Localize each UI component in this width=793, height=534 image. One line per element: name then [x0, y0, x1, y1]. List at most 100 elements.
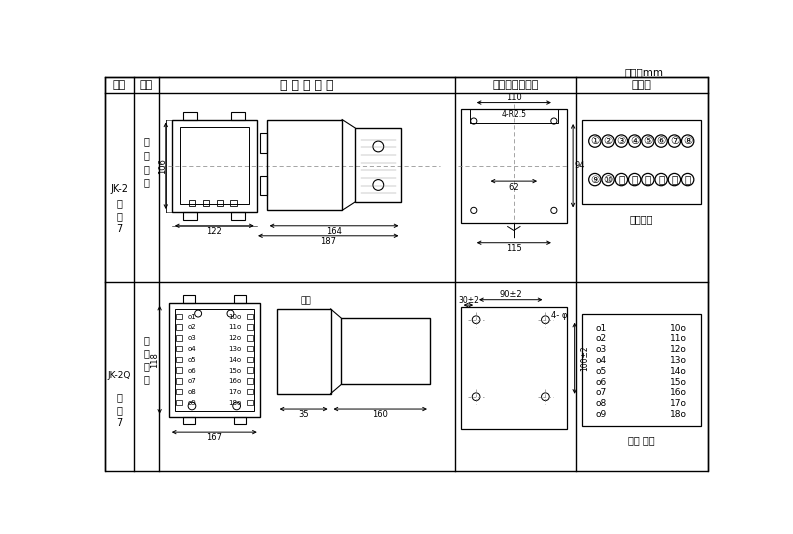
Bar	[176, 400, 182, 405]
Text: o2: o2	[596, 334, 607, 343]
Text: ⑨: ⑨	[590, 175, 600, 185]
Bar	[232, 212, 245, 219]
Text: ⑯: ⑯	[684, 175, 691, 185]
Text: o9: o9	[596, 410, 607, 419]
Text: 图: 图	[117, 211, 123, 221]
Text: 4-R2.5: 4-R2.5	[501, 111, 527, 120]
Text: 图号: 图号	[113, 80, 126, 90]
Text: ⑥: ⑥	[657, 136, 666, 146]
Bar	[266, 120, 342, 210]
Text: o8: o8	[596, 399, 607, 408]
Text: ③: ③	[617, 136, 626, 146]
Text: ⑪: ⑪	[619, 175, 625, 185]
Text: （正 视）: （正 视）	[628, 435, 654, 445]
Text: 12o: 12o	[670, 345, 687, 354]
Bar	[172, 120, 257, 212]
Text: 118: 118	[151, 352, 159, 368]
Text: 接: 接	[144, 164, 149, 174]
Bar	[216, 200, 223, 206]
Text: 15o: 15o	[228, 367, 241, 374]
Text: 17o: 17o	[228, 389, 241, 395]
Bar	[260, 134, 266, 153]
Bar	[176, 367, 182, 373]
Bar	[247, 313, 253, 319]
Text: 115: 115	[506, 244, 522, 253]
Text: 110: 110	[506, 93, 522, 101]
Text: 11o: 11o	[670, 334, 687, 343]
Text: ②: ②	[603, 136, 613, 146]
Bar	[247, 324, 253, 329]
Text: 结构: 结构	[140, 80, 153, 90]
Text: 10o: 10o	[670, 324, 687, 333]
Text: ⑫: ⑫	[631, 175, 638, 185]
Bar	[176, 313, 182, 319]
Bar	[176, 324, 182, 329]
Text: ⑤: ⑤	[643, 136, 653, 146]
Bar	[247, 357, 253, 362]
Bar	[176, 389, 182, 395]
Text: 35: 35	[298, 410, 309, 419]
Text: 7: 7	[117, 418, 123, 428]
Bar	[183, 112, 197, 120]
Text: ⑭: ⑭	[658, 175, 665, 185]
Text: 板: 板	[144, 136, 149, 146]
Text: 106: 106	[159, 158, 167, 174]
Bar	[189, 200, 195, 206]
Text: o5: o5	[596, 367, 607, 376]
Bar	[169, 303, 260, 417]
Bar	[355, 128, 401, 202]
Text: o2: o2	[187, 325, 196, 331]
Text: 线: 线	[144, 374, 149, 384]
Text: 13o: 13o	[228, 346, 241, 352]
Text: 线: 线	[144, 178, 149, 187]
Text: 后: 后	[144, 150, 149, 160]
Text: 15o: 15o	[670, 378, 687, 387]
Text: 12o: 12o	[228, 335, 241, 341]
Bar	[175, 309, 254, 411]
Text: 94: 94	[575, 161, 585, 170]
Text: ⑧: ⑧	[683, 136, 692, 146]
Text: ④: ④	[630, 136, 639, 146]
Bar	[247, 367, 253, 373]
Text: 安装开孔尺寸图: 安装开孔尺寸图	[492, 80, 538, 90]
Bar	[247, 335, 253, 341]
Text: 187: 187	[320, 237, 336, 246]
Text: o9: o9	[187, 400, 196, 406]
Bar	[247, 346, 253, 351]
Text: 14o: 14o	[228, 357, 241, 363]
Text: 底座: 底座	[301, 297, 312, 306]
Bar	[461, 109, 567, 223]
Bar	[183, 212, 197, 219]
Bar	[277, 309, 331, 394]
Text: o1: o1	[187, 313, 196, 320]
Text: 122: 122	[206, 226, 222, 235]
Text: o4: o4	[187, 346, 196, 352]
Text: JK-2: JK-2	[110, 184, 128, 194]
Bar	[581, 120, 701, 204]
Text: 单位：mm: 单位：mm	[625, 67, 664, 77]
Text: 端子图: 端子图	[632, 80, 652, 90]
Text: JK-2Q: JK-2Q	[108, 372, 132, 380]
Text: ①: ①	[590, 136, 600, 146]
Text: 10o: 10o	[228, 313, 241, 320]
Bar	[231, 200, 236, 206]
Bar	[232, 112, 245, 120]
Text: 附: 附	[117, 392, 123, 402]
Bar	[176, 335, 182, 341]
Text: o7: o7	[596, 388, 607, 397]
Text: o7: o7	[187, 378, 196, 384]
Text: o4: o4	[596, 356, 607, 365]
Bar	[470, 109, 557, 123]
Text: 90±2: 90±2	[500, 290, 522, 299]
Bar	[234, 295, 246, 303]
Bar	[581, 315, 701, 426]
Bar	[176, 346, 182, 351]
Text: 7: 7	[117, 224, 123, 234]
Text: o5: o5	[187, 357, 196, 363]
Bar	[247, 400, 253, 405]
Text: o3: o3	[187, 335, 196, 341]
Text: 30±2: 30±2	[458, 296, 479, 305]
Text: 16o: 16o	[228, 378, 241, 384]
Text: o6: o6	[187, 367, 196, 374]
Text: 100±2: 100±2	[580, 345, 589, 371]
